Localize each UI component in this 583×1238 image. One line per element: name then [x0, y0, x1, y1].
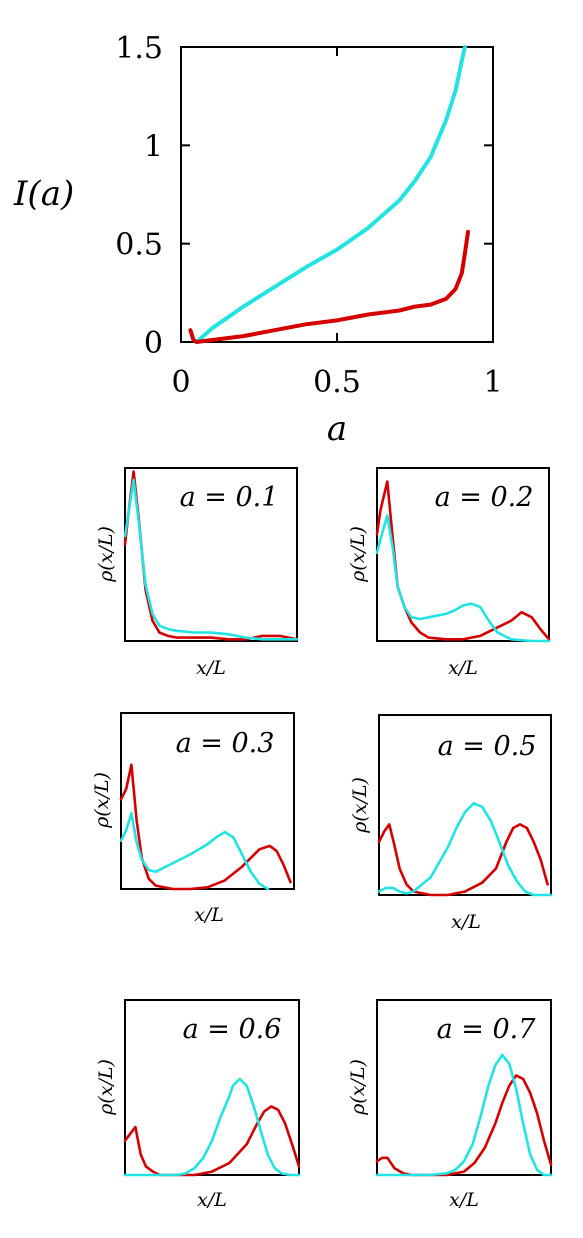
series-line-first: [123, 1105, 301, 1177]
panel-a-0-3: a = 0.3 x/L ρ(x/L): [91, 712, 295, 926]
panel-y-label: ρ(x/L): [95, 526, 117, 583]
panel-a-0-2: a = 0.2 x/L ρ(x/L): [347, 467, 551, 679]
main-tick-labels: 0 0.5 1 0 0.5 1 1.5: [115, 31, 502, 400]
series-line-second: [119, 811, 270, 891]
series-line-first: [375, 1074, 553, 1177]
panel-x-label: x/L: [449, 1189, 479, 1211]
y-tick-label: 1.5: [115, 31, 163, 66]
series-line-second: [123, 478, 299, 641]
panel-frame: [376, 999, 552, 1176]
series-line-second: [123, 1077, 301, 1177]
panel-y-label: ρ(x/L): [349, 777, 371, 834]
panel-x-label: x/L: [196, 657, 226, 679]
panel-series-layer: [375, 1053, 553, 1177]
panel-series-layer: [123, 470, 299, 641]
panel-title: a = 0.1: [180, 482, 279, 513]
main-tick-marks: [180, 46, 494, 343]
series-line-second: [375, 1053, 553, 1177]
panel-y-label: ρ(x/L): [95, 1059, 117, 1116]
panel-y-label: ρ(x/L): [347, 1059, 369, 1116]
panel-x-label: x/L: [197, 1189, 227, 1211]
series-line-first: [194, 45, 467, 344]
y-tick-label: 0.5: [115, 228, 163, 263]
panel-y-label: ρ(x/L): [91, 772, 113, 829]
panel-a-0-5: a = 0.5 x/L ρ(x/L): [349, 714, 553, 933]
series-line-second: [188, 229, 470, 344]
main-series-layer: [188, 45, 470, 344]
panel-title: a = 0.3: [176, 728, 275, 759]
panel-a-0-6: a = 0.6 x/L ρ(x/L): [95, 999, 301, 1211]
panel-y-label: ρ(x/L): [347, 526, 369, 583]
x-tick-label: 1: [483, 365, 502, 400]
panel-a-0-1: a = 0.1 x/L ρ(x/L): [95, 467, 299, 679]
main-x-label: a: [327, 409, 347, 449]
panel-a-0-7: a = 0.7 x/L ρ(x/L): [347, 999, 553, 1211]
panel-series-layer: [377, 801, 553, 897]
panel-title: a = 0.6: [183, 1014, 282, 1045]
y-tick-label: 1: [144, 129, 163, 164]
x-tick-label: 0.5: [313, 365, 361, 400]
panel-series-layer: [119, 763, 292, 891]
y-tick-label: 0: [144, 326, 163, 361]
series-line-first: [377, 823, 549, 897]
main-y-label: I(a): [13, 174, 74, 214]
panel-frame: [120, 712, 295, 890]
panel-x-label: x/L: [194, 904, 224, 926]
panel-series-layer: [123, 1077, 301, 1177]
x-tick-label: 0: [171, 365, 190, 400]
panel-frame: [124, 999, 300, 1176]
panel-frame: [124, 467, 298, 642]
panel-frame: [376, 467, 550, 642]
series-line-second: [377, 801, 553, 897]
panel-title: a = 0.2: [435, 482, 534, 513]
series-line-second: [375, 514, 551, 643]
panel-x-label: x/L: [448, 657, 478, 679]
series-line-first: [375, 480, 551, 641]
panel-title: a = 0.7: [437, 1014, 537, 1045]
panel-frame: [378, 714, 552, 896]
series-line-first: [119, 763, 292, 891]
main-plot: 0 0.5 1 0 0.5 1 1.5 I(a) a: [13, 31, 503, 449]
panel-title: a = 0.5: [438, 731, 537, 762]
panel-series-layer: [375, 480, 551, 643]
panel-x-label: x/L: [451, 911, 481, 933]
